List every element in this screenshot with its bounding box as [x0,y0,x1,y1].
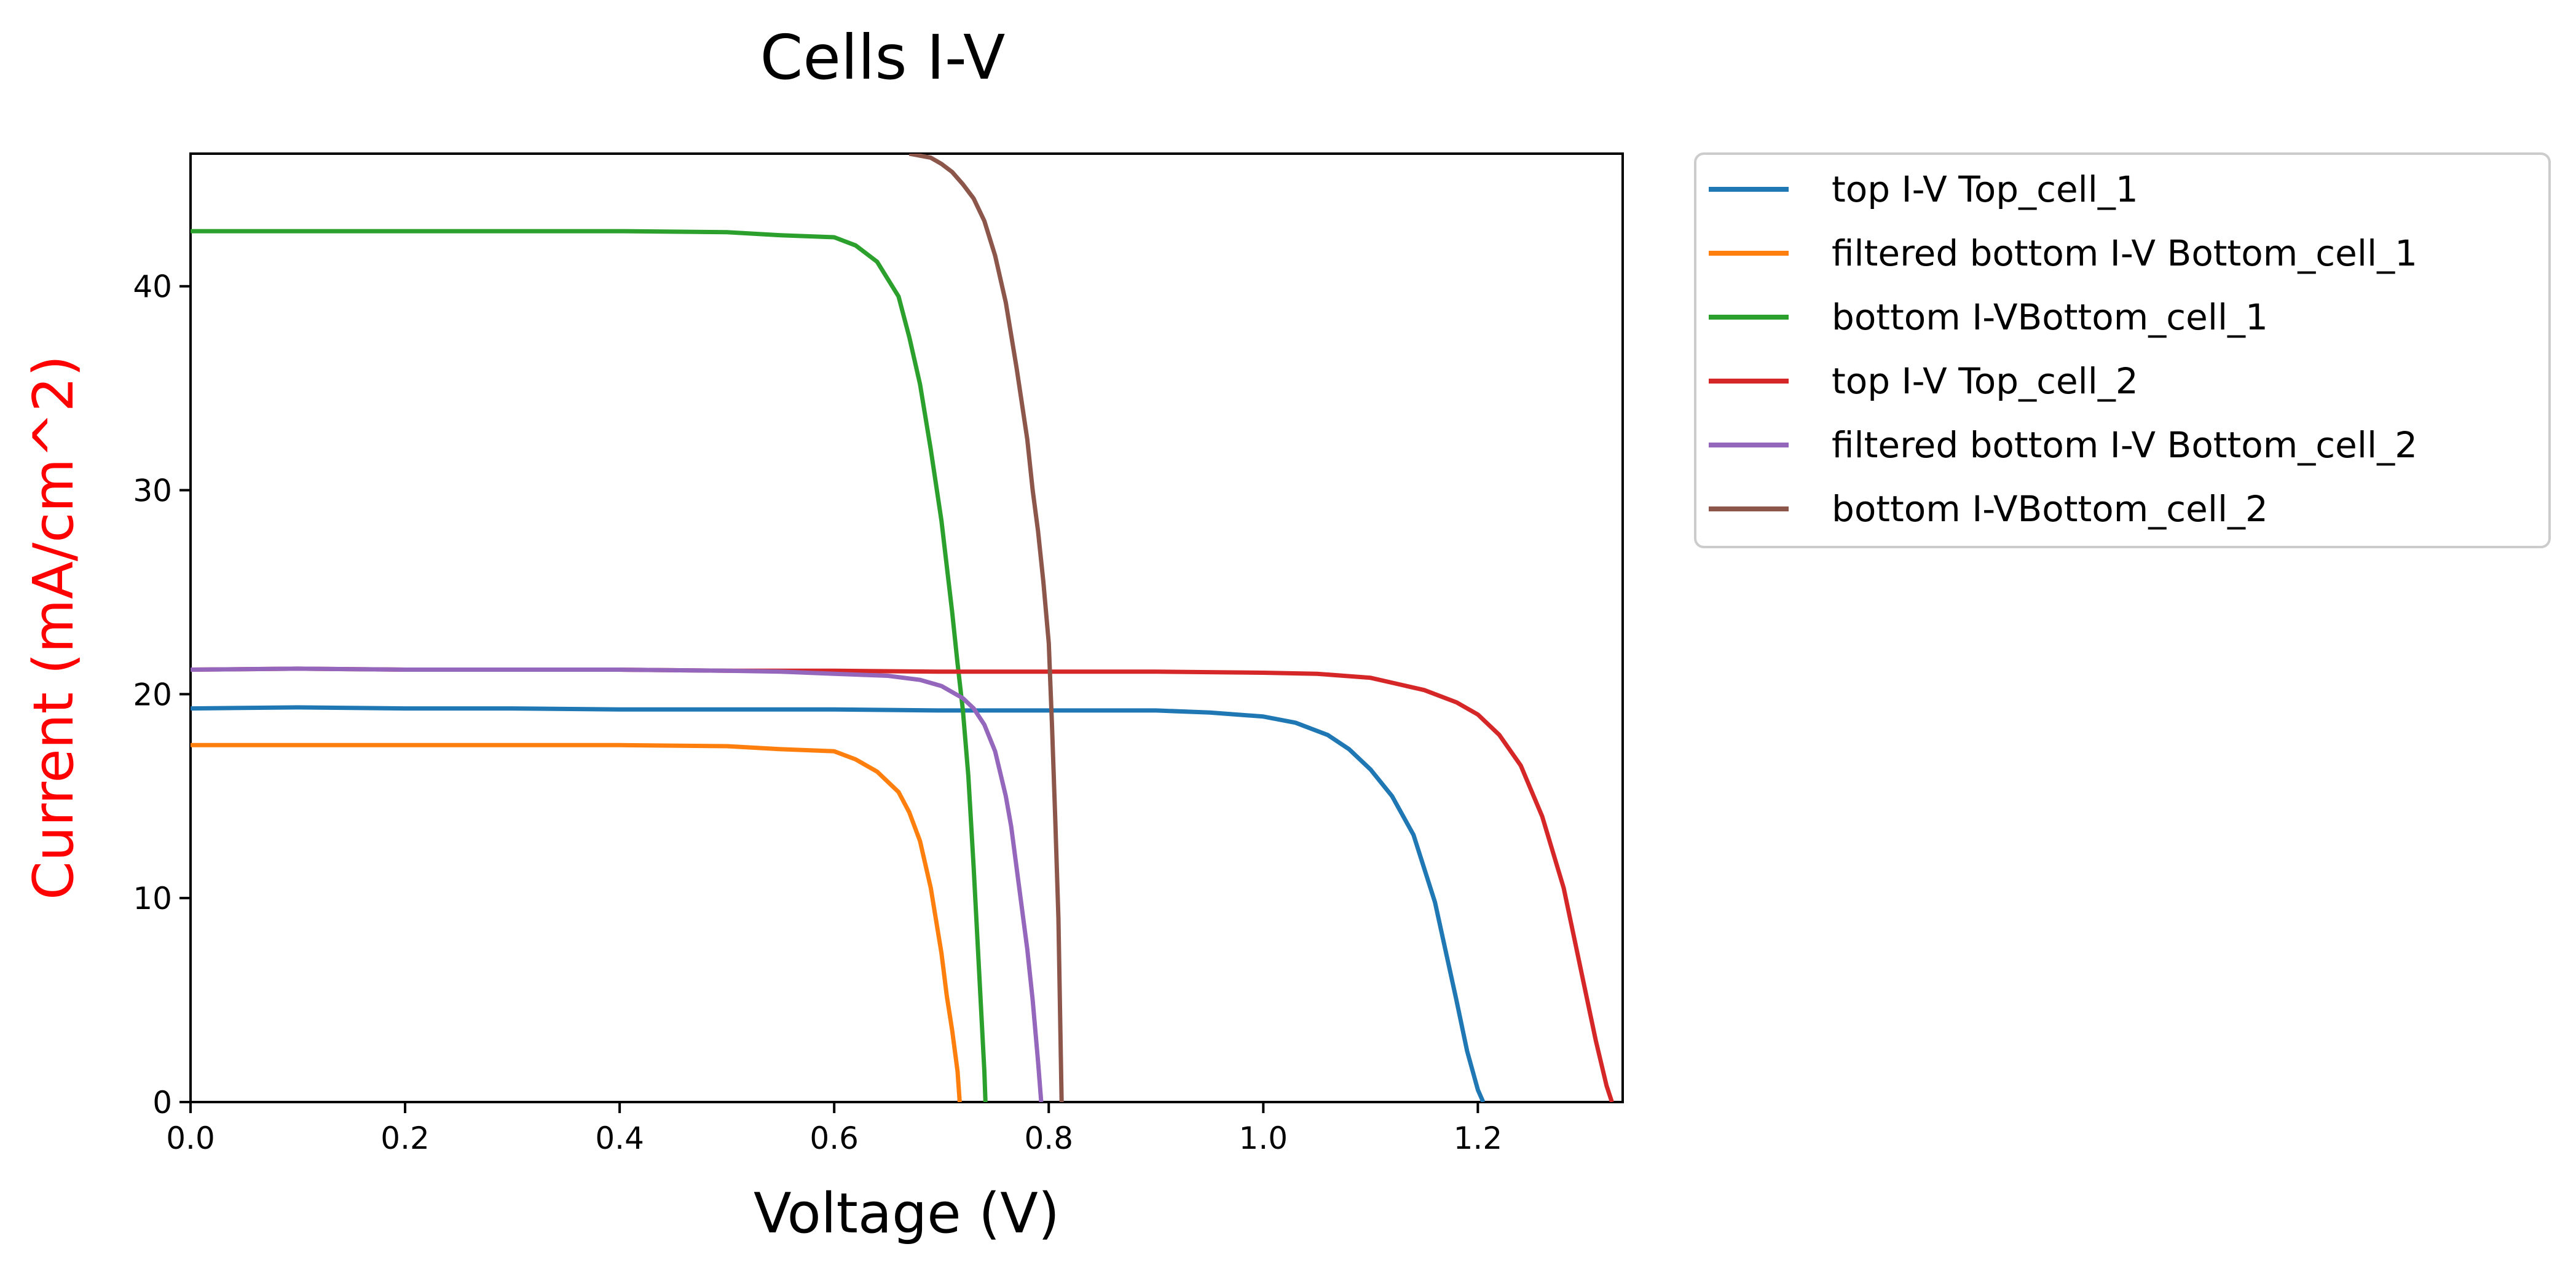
x-tick-label: 0.8 [1024,1120,1073,1156]
series-line-1 [191,705,1486,1102]
legend-item: top I-V Top_cell_1 [1709,168,2138,210]
x-tick-label: 1.2 [1454,1120,1503,1156]
x-tick-label: 0.2 [380,1120,430,1156]
x-tick-label: 0.6 [809,1120,859,1156]
series-line-5 [191,666,1044,1102]
y-tick-label: 20 [133,677,172,712]
x-tick-label: 1.0 [1239,1120,1288,1156]
legend-label: top I-V Top_cell_1 [1832,168,2138,210]
y-axis-ticks: 0 10 20 30 40 [133,269,191,1120]
series-line-2 [191,742,962,1102]
x-axis-ticks: 0.0 0.2 0.4 0.6 0.8 1.0 1.2 [166,1102,1502,1156]
y-tick-label: 30 [133,473,172,509]
series-line-6 [908,154,1064,1102]
legend-item: filtered bottom I-V Bottom_cell_2 [1709,424,2417,466]
legend-label: bottom I-VBottom_cell_1 [1832,296,2268,338]
y-tick-label: 40 [133,269,172,305]
x-tick-label: 0.4 [595,1120,644,1156]
series-line-3 [191,229,988,1102]
legend-label: filtered bottom I-V Bottom_cell_1 [1832,232,2417,274]
legend-box [1694,152,2551,548]
legend-item: top I-V Top_cell_2 [1709,360,2138,402]
legend-label: top I-V Top_cell_2 [1832,360,2138,402]
legend-item: bottom I-VBottom_cell_2 [1709,488,2268,530]
x-axis-label: Voltage (V) [754,1181,1060,1246]
y-tick-label: 0 [152,1085,172,1120]
legend-item: bottom I-VBottom_cell_1 [1709,296,2268,338]
chart-title: Cells I-V [760,22,1006,93]
axes-frame [189,152,1624,1103]
plot-area: 0.0 0.2 0.4 0.6 0.8 1.0 1.2 0 10 20 30 40 [133,152,1624,1156]
x-tick-label: 0.0 [166,1120,215,1156]
y-axis-label: Current (mA/cm^2) [22,355,86,900]
legend-items: top I-V Top_cell_1 filtered bottom I-V Bo… [1709,168,2417,530]
legend-label: bottom I-VBottom_cell_2 [1832,488,2268,530]
y-tick-label: 10 [133,881,172,916]
legend-item: filtered bottom I-V Bottom_cell_1 [1709,232,2417,274]
legend-label: filtered bottom I-V Bottom_cell_2 [1832,424,2417,466]
series-layer [191,154,1614,1102]
legend: top I-V Top_cell_1 filtered bottom I-V Bo… [1694,152,2551,548]
